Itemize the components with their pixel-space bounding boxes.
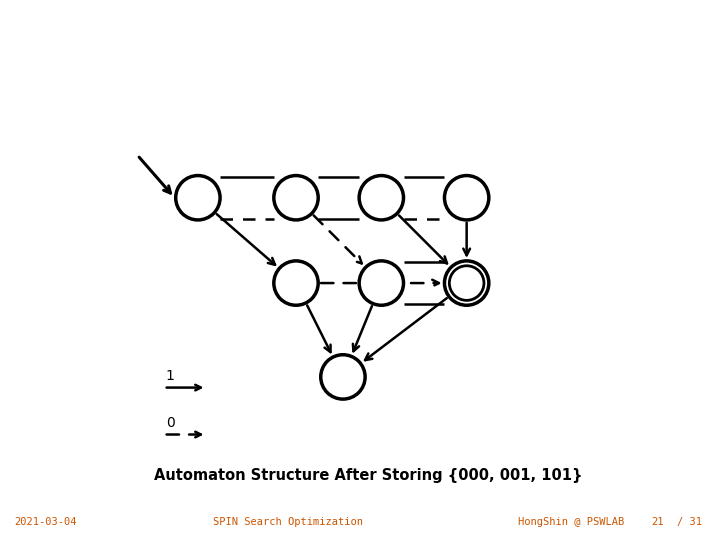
Text: 1: 1 — [166, 369, 175, 383]
Circle shape — [359, 261, 403, 305]
Text: Automaton Structure After Storing {000, 001, 101}: Automaton Structure After Storing {000, … — [154, 468, 582, 483]
Text: (2/4): (2/4) — [432, 28, 495, 54]
Circle shape — [274, 176, 318, 220]
Text: SPIN Search Optimization: SPIN Search Optimization — [213, 517, 363, 528]
Circle shape — [274, 261, 318, 305]
Circle shape — [320, 355, 365, 399]
Text: HongShin @ PSWLAB: HongShin @ PSWLAB — [518, 517, 625, 528]
Circle shape — [176, 176, 220, 220]
Text: 2021-03-04: 2021-03-04 — [14, 517, 77, 528]
Circle shape — [444, 176, 489, 220]
Text: 0: 0 — [166, 416, 175, 430]
Text: Minimized Automaton: Minimized Automaton — [18, 27, 377, 55]
Circle shape — [444, 261, 489, 305]
Text: 21: 21 — [652, 517, 664, 528]
Circle shape — [359, 176, 403, 220]
Text: / 31: / 31 — [677, 517, 702, 528]
